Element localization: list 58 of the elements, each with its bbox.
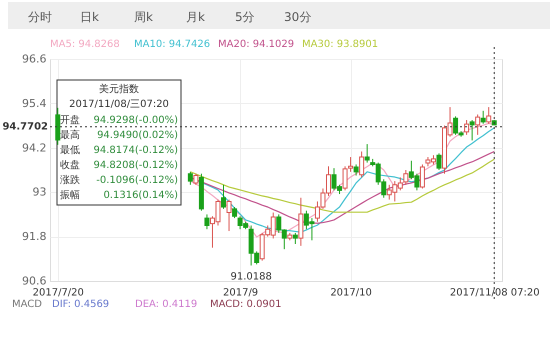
annotation: 收盘 xyxy=(60,159,80,171)
text: DIF: 0.4569 xyxy=(52,299,110,310)
candlestick xyxy=(348,156,354,172)
y-tick-label: 93 xyxy=(32,186,46,199)
text: 周k xyxy=(134,10,153,24)
text: MACD xyxy=(12,299,42,310)
ref-line-label: 94.7702 xyxy=(2,122,48,133)
text: MA10: 94.7426 xyxy=(134,39,210,50)
text: 30分 xyxy=(284,10,312,24)
text: 分时 xyxy=(28,10,52,24)
annotation: 美元指数 xyxy=(99,83,139,95)
candlestick xyxy=(475,114,480,136)
text: MA20: 94.1029 xyxy=(218,39,294,50)
annotation: 振幅 xyxy=(60,189,80,201)
x-tick-label: 2017/10 xyxy=(330,288,372,298)
candlestick xyxy=(480,110,486,124)
candlestick xyxy=(221,184,226,210)
annotation: 94.9298(-0.00%) xyxy=(93,115,178,126)
candlestick xyxy=(403,170,408,186)
candlestick xyxy=(464,120,470,136)
annotation: 涨跌 xyxy=(60,174,80,186)
annotation: -0.1096(-0.12%) xyxy=(96,175,178,186)
y-tick-label: 91.8 xyxy=(22,230,46,244)
annotation: 0.1316(0.14%) xyxy=(103,190,178,201)
candlestick xyxy=(470,120,475,141)
candlestick xyxy=(420,164,425,189)
y-tick-label: 95.4 xyxy=(22,96,46,110)
annotation: 94.8174(-0.12%) xyxy=(93,145,178,156)
candlestick xyxy=(292,232,298,244)
annotation: 2017/11/08/三07:20 xyxy=(69,99,169,110)
text: 5分 xyxy=(235,10,255,24)
text: MA30: 93.8901 xyxy=(302,39,378,50)
annotation: 94.8208(-0.12%) xyxy=(93,160,178,171)
text: MA5: 94.8268 xyxy=(50,39,120,50)
text: 月k xyxy=(186,10,205,24)
annotation: 91.0188 xyxy=(230,272,272,283)
x-tick-label: 2017/11/08 07:20 xyxy=(450,288,540,298)
candlestick xyxy=(226,199,232,232)
candlestick xyxy=(364,144,370,164)
candlestick xyxy=(359,151,364,178)
y-tick-label: 96.6 xyxy=(22,52,46,66)
candlestick xyxy=(436,152,442,170)
candlestick xyxy=(188,171,193,186)
annotation: 最低 xyxy=(60,145,80,156)
x-tick-label: 2017/9 xyxy=(222,288,258,298)
candlestick xyxy=(354,164,359,176)
x-tick-label: 2017/7/20 xyxy=(32,288,84,298)
text: 日k xyxy=(80,10,99,24)
y-tick-label: 94.2 xyxy=(22,141,46,154)
text: DEA: 0.4119 xyxy=(135,299,198,310)
annotation: 94.9490(0.02%) xyxy=(97,130,178,141)
candlestick xyxy=(204,214,210,230)
candlestick xyxy=(193,173,198,186)
y-tick-label: 90.6 xyxy=(22,274,46,288)
candlestick xyxy=(232,206,238,219)
candlestick xyxy=(486,106,492,124)
text: MACD: 0.0901 xyxy=(210,299,282,310)
candlestick xyxy=(342,166,348,191)
